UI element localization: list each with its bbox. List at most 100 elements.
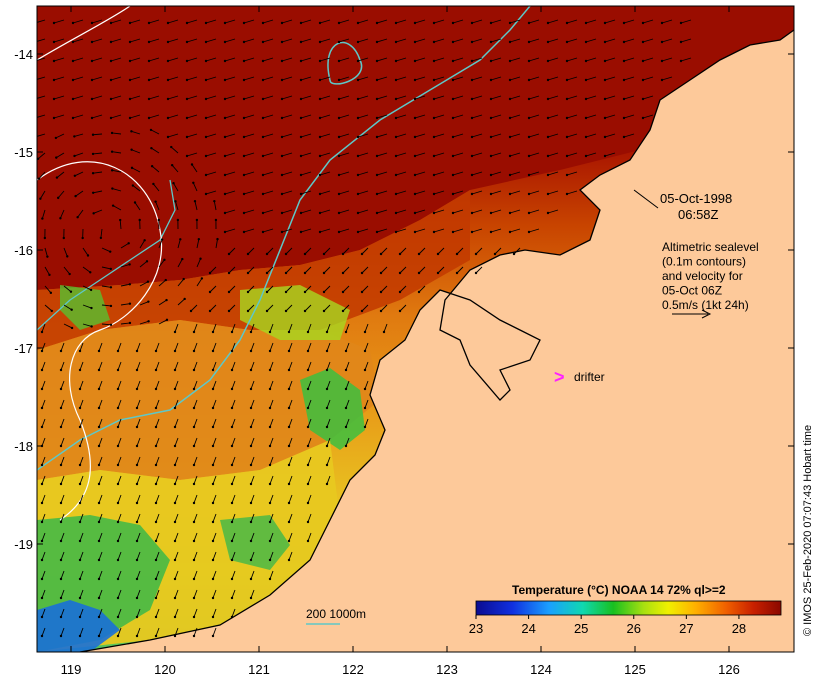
velocity-arrowhead bbox=[41, 635, 43, 637]
velocity-arrowhead bbox=[528, 174, 530, 176]
velocity-arrowhead bbox=[307, 502, 309, 504]
velocity-arrowhead bbox=[269, 578, 271, 580]
velocity-arrowhead bbox=[288, 350, 290, 352]
velocity-arrowhead bbox=[585, 155, 587, 157]
velocity-arrowhead bbox=[205, 22, 207, 24]
velocity-arrowhead bbox=[433, 60, 435, 62]
velocity-arrowhead bbox=[281, 117, 283, 119]
velocity-arrowhead bbox=[228, 253, 230, 255]
velocity-arrowhead bbox=[399, 291, 401, 293]
velocity-arrowhead bbox=[547, 79, 549, 81]
velocity-arrowhead bbox=[117, 559, 119, 561]
velocity-arrowhead bbox=[224, 136, 226, 138]
velocity-arrowhead bbox=[345, 426, 347, 428]
velocity-arrowhead bbox=[414, 155, 416, 157]
velocity-arrowhead bbox=[151, 165, 153, 167]
velocity-arrowhead bbox=[41, 559, 43, 561]
velocity-arrowhead bbox=[155, 483, 157, 485]
velocity-arrowhead bbox=[231, 388, 233, 390]
velocity-arrowhead bbox=[243, 136, 245, 138]
velocity-arrowhead bbox=[547, 98, 549, 100]
velocity-arrowhead bbox=[288, 445, 290, 447]
velocity-arrowhead bbox=[566, 136, 568, 138]
velocity-arrowhead bbox=[642, 22, 644, 24]
velocity-arrowhead bbox=[338, 79, 340, 81]
velocity-arrowhead bbox=[269, 388, 271, 390]
velocity-arrowhead bbox=[566, 174, 568, 176]
velocity-arrowhead bbox=[623, 41, 625, 43]
velocity-arrowhead bbox=[155, 559, 157, 561]
velocity-arrowhead bbox=[376, 79, 378, 81]
velocity-arrowhead bbox=[193, 369, 195, 371]
velocity-arrowhead bbox=[566, 117, 568, 119]
velocity-arrowhead bbox=[174, 388, 176, 390]
velocity-arrowhead bbox=[60, 635, 62, 637]
velocity-arrowhead bbox=[338, 98, 340, 100]
velocity-arrowhead bbox=[92, 153, 94, 155]
velocity-arrowhead bbox=[110, 41, 112, 43]
velocity-arrowhead bbox=[319, 193, 321, 195]
velocity-arrowhead bbox=[183, 298, 185, 300]
lat-tick-label: -18 bbox=[14, 439, 33, 454]
velocity-arrowhead bbox=[288, 407, 290, 409]
velocity-arrowhead bbox=[130, 149, 132, 151]
velocity-arrowhead bbox=[509, 41, 511, 43]
velocity-arrowhead bbox=[191, 163, 193, 165]
velocity-arrowhead bbox=[72, 117, 74, 119]
velocity-arrowhead bbox=[199, 258, 201, 260]
velocity-arrowhead bbox=[155, 502, 157, 504]
velocity-arrowhead bbox=[585, 98, 587, 100]
velocity-arrowhead bbox=[143, 239, 145, 241]
velocity-arrowhead bbox=[376, 41, 378, 43]
velocity-arrowhead bbox=[38, 178, 40, 180]
velocity-arrowhead bbox=[174, 502, 176, 504]
velocity-arrowhead bbox=[281, 174, 283, 176]
velocity-arrowhead bbox=[196, 219, 198, 221]
velocity-arrowhead bbox=[60, 502, 62, 504]
velocity-arrowhead bbox=[243, 174, 245, 176]
velocity-arrowhead bbox=[247, 253, 249, 255]
velocity-arrowhead bbox=[174, 521, 176, 523]
velocity-arrowhead bbox=[357, 155, 359, 157]
velocity-arrowhead bbox=[129, 322, 131, 324]
velocity-arrowhead bbox=[288, 483, 290, 485]
velocity-arrowhead bbox=[181, 258, 183, 260]
velocity-arrowhead bbox=[41, 369, 43, 371]
velocity-arrowhead bbox=[250, 502, 252, 504]
velocity-arrowhead bbox=[361, 253, 363, 255]
velocity-arrowhead bbox=[193, 464, 195, 466]
velocity-arrowhead bbox=[547, 193, 549, 195]
velocity-arrowhead bbox=[262, 174, 264, 176]
velocity-arrowhead bbox=[323, 310, 325, 312]
velocity-arrowhead bbox=[585, 41, 587, 43]
velocity-arrowhead bbox=[155, 426, 157, 428]
velocity-arrowhead bbox=[155, 578, 157, 580]
velocity-arrowhead bbox=[361, 291, 363, 293]
velocity-arrowhead bbox=[165, 299, 167, 301]
velocity-arrowhead bbox=[148, 60, 150, 62]
velocity-arrowhead bbox=[174, 578, 176, 580]
velocity-arrowhead bbox=[623, 136, 625, 138]
velocity-arrowhead bbox=[342, 310, 344, 312]
velocity-arrowhead bbox=[418, 272, 420, 274]
velocity-arrowhead bbox=[395, 117, 397, 119]
velocity-arrowhead bbox=[81, 237, 83, 239]
velocity-arrowhead bbox=[364, 350, 366, 352]
velocity-arrowhead bbox=[250, 540, 252, 542]
lon-tick-label: 121 bbox=[248, 662, 270, 677]
velocity-arrowhead bbox=[147, 281, 149, 283]
velocity-arrowhead bbox=[147, 300, 149, 302]
velocity-arrowhead bbox=[288, 540, 290, 542]
velocity-arrowhead bbox=[300, 41, 302, 43]
velocity-arrowhead bbox=[190, 310, 192, 312]
velocity-arrowhead bbox=[231, 350, 233, 352]
velocity-arrowhead bbox=[380, 310, 382, 312]
velocity-arrowhead bbox=[547, 155, 549, 157]
velocity-arrowhead bbox=[250, 464, 252, 466]
velocity-arrowhead bbox=[98, 407, 100, 409]
velocity-arrowhead bbox=[345, 388, 347, 390]
velocity-arrowhead bbox=[60, 578, 62, 580]
velocity-arrowhead bbox=[174, 407, 176, 409]
velocity-arrowhead bbox=[345, 331, 347, 333]
velocity-arrowhead bbox=[117, 616, 119, 618]
